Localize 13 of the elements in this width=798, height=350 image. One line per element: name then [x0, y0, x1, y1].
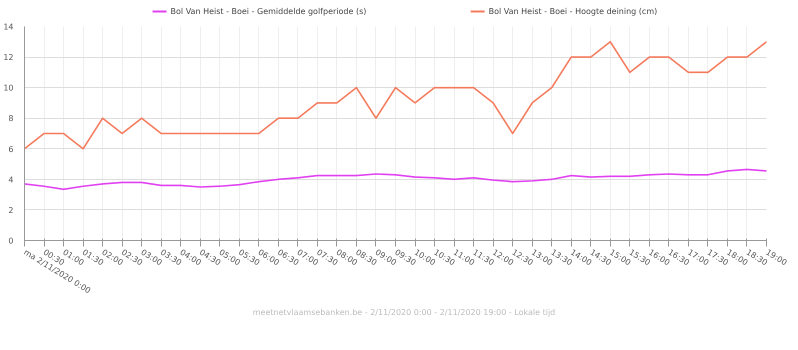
line-series — [24, 40, 766, 150]
text: meetnetvlaamsebanken.be - 2/11/2020 0:00 - 2/11/2020 19:00 - Lokale tijd — [252, 307, 556, 318]
y-tick-label: 8 — [8, 114, 14, 124]
y-tick-label: 6 — [8, 144, 14, 154]
y-tick-label: 2 — [8, 206, 14, 215]
y-tick-label: 0 — [8, 236, 14, 246]
y-tick-label: 10 — [3, 84, 14, 93]
legend-label: Bol Van Heist - Boei - Hoogte deining (cm) — [488, 7, 658, 16]
line-series — [24, 168, 766, 190]
y-tick-label: 12 — [3, 53, 14, 62]
y-tick-label: 4 — [8, 175, 14, 184]
y-tick-label: 14 — [3, 22, 14, 32]
legend-label: Bol Van Heist - Boei - Gemiddelde golfperiode (s) — [170, 7, 366, 16]
